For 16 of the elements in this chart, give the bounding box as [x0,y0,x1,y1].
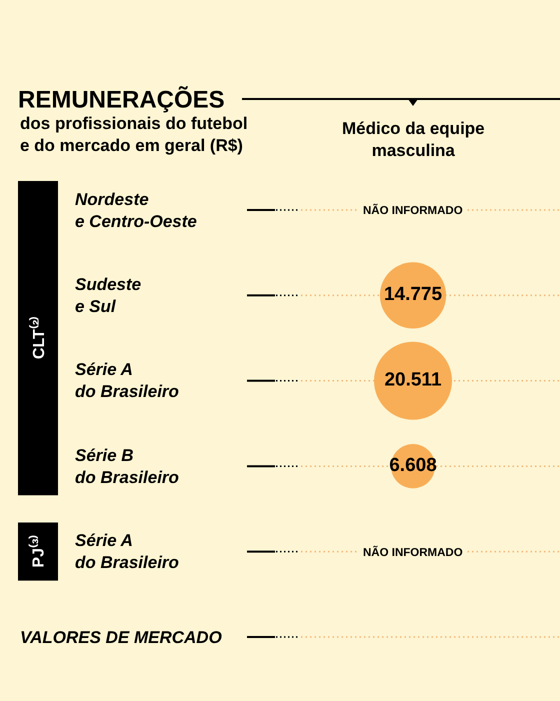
data-label: 6.608 [389,454,437,476]
text: PJ⁽³⁾ [28,534,48,568]
category-label: Série A do Brasileiro [75,360,179,402]
category-label: Série B do Brasileiro [75,446,179,488]
text: dos profissionais do futebol e do mercado em geral (R$) [20,114,248,156]
category-label: Sudeste e Sul [75,275,142,316]
data-label: NÃO INFORMADO [363,545,463,559]
category-label: Nordeste e Centro-Oeste [75,190,197,232]
data-label: 14.775 [384,284,442,306]
data-label: 20.511 [384,370,442,391]
data-label: NÃO INFORMADO [363,203,463,217]
text: Médico da equipe masculina [342,119,485,160]
category-label: VALORES DE MERCADO [20,628,222,647]
text: CLT⁽²⁾ [28,316,48,360]
text: REMUNERAÇÕES [18,85,225,114]
category-label: Série A do Brasileiro [75,531,179,572]
